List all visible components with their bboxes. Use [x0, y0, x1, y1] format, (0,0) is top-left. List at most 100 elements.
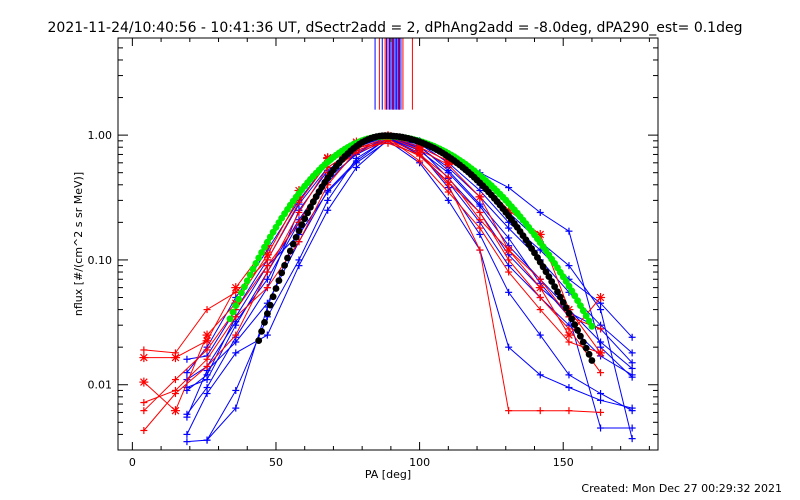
y-tick-label: 0.01 [88, 379, 113, 392]
fit-point-black [275, 277, 283, 284]
fit-point-black [286, 247, 294, 255]
data-point-blue [505, 343, 513, 351]
fit-point-black [562, 304, 570, 312]
x-tick-label: 0 [129, 456, 136, 469]
data-point-blue [505, 234, 513, 242]
series-line-red [143, 139, 601, 413]
fit-point-black [292, 234, 300, 241]
series-line-red [143, 137, 601, 431]
data-point-blue [232, 386, 240, 394]
data-point-red [444, 188, 452, 196]
series-line-blue [186, 140, 633, 409]
fit-point-green [582, 312, 590, 320]
data-point-red [140, 407, 148, 415]
data-point-blue [628, 404, 636, 412]
fit-point-green [226, 315, 234, 323]
data-point-blue [565, 371, 573, 379]
fit-point-black [588, 357, 596, 364]
fit-point-green [577, 302, 584, 309]
data-point-red [203, 355, 211, 363]
data-point-red [231, 283, 241, 293]
x-axis: 0 50 100 150 [129, 38, 650, 469]
fit-point-black [272, 285, 280, 292]
fit-point-black [548, 278, 556, 285]
data-point-blue [628, 424, 636, 432]
data-point-blue [232, 404, 240, 412]
fit-point-black [559, 299, 567, 306]
data-point-red [352, 149, 360, 157]
fit-point-black [551, 283, 558, 290]
data-point-red [476, 208, 484, 216]
fit-point-green [266, 233, 274, 241]
fit-point-green [574, 297, 581, 304]
data-point-blue [183, 430, 191, 438]
fit-point-black [284, 254, 291, 262]
data-point-blue [263, 275, 271, 283]
series-layer [139, 131, 636, 446]
chart-title: 2021-11-24/10:40:56 - 10:41:36 UT, dSect… [48, 20, 743, 36]
fit-point-green [255, 254, 263, 262]
data-point-red [263, 268, 271, 276]
data-point-blue [628, 359, 636, 367]
data-point-red [597, 325, 605, 333]
data-point-red [202, 336, 212, 346]
data-point-red [475, 192, 485, 202]
fit-point-black [298, 221, 306, 229]
x-axis-label: PA [deg] [365, 468, 411, 481]
fit-point-black [542, 268, 550, 276]
data-point-red [505, 407, 513, 415]
vertical-lines [374, 38, 413, 110]
fit-point-black [266, 301, 274, 309]
data-point-red [232, 313, 240, 321]
fit-point-green [249, 265, 257, 273]
series-line-red [143, 140, 602, 412]
data-point-red [565, 325, 573, 333]
data-point-red [476, 216, 484, 224]
fit-point-green [258, 249, 265, 256]
fit-point-green [229, 308, 237, 316]
data-point-blue [183, 369, 191, 377]
data-point-red [535, 283, 545, 293]
data-point-blue [232, 349, 240, 357]
data-point-red [536, 275, 544, 283]
fit-point-black [269, 293, 277, 301]
fit-point-green [252, 260, 260, 267]
data-point-red [170, 406, 180, 416]
data-point-blue [536, 208, 544, 216]
fit-point-black [574, 326, 581, 334]
data-point-blue [263, 331, 271, 339]
fit-point-black [281, 262, 288, 269]
fit-point-green [238, 289, 245, 297]
data-point-red [597, 408, 605, 416]
data-point-red [295, 238, 303, 246]
fit-point-black [304, 209, 311, 217]
fit-point-black [309, 198, 317, 206]
created-footer: Created: Mon Dec 27 00:29:32 2021 [581, 482, 782, 495]
data-point-blue [597, 390, 605, 398]
fit-point-black [301, 215, 309, 223]
data-point-red [536, 306, 544, 314]
data-point-red [140, 346, 148, 354]
data-point-red [263, 262, 271, 270]
fit-point-black [264, 310, 271, 317]
fit-point-black [289, 240, 297, 248]
series-line-blue [186, 137, 633, 418]
data-point-blue [565, 262, 573, 270]
data-point-blue [597, 424, 605, 432]
fit-point-green [261, 243, 268, 251]
fit-point-black [307, 203, 314, 211]
data-point-red [140, 426, 148, 434]
data-point-red [596, 293, 606, 303]
fit-point-black [585, 350, 593, 358]
data-point-blue [183, 355, 191, 363]
series-line-blue [186, 136, 633, 443]
data-point-red [295, 208, 303, 216]
series-line-blue [186, 137, 633, 369]
x-tick-label: 100 [409, 456, 430, 469]
data-point-blue [324, 188, 332, 196]
data-point-blue [628, 349, 636, 357]
data-point-red [476, 224, 484, 232]
data-point-red [597, 369, 605, 377]
fit-point-black [278, 269, 286, 277]
data-point-blue [203, 384, 211, 392]
